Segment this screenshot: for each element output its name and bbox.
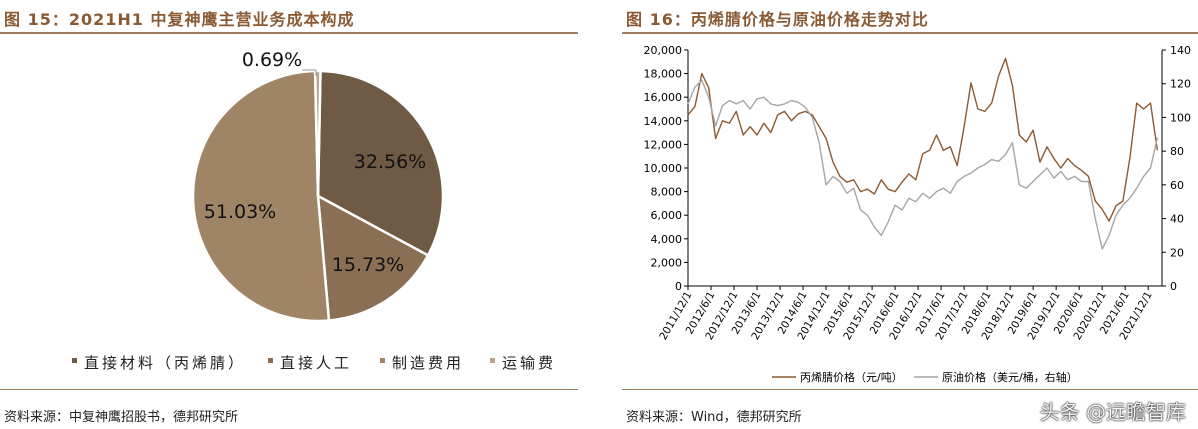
legend-swatch (268, 358, 273, 363)
pie-legend: 直接材料（丙烯腈） 直接人工 制造费用 运输费 (72, 354, 556, 372)
pie-data-label: 15.73% (332, 254, 404, 276)
pie-slice (316, 69, 445, 258)
pie-data-label: 32.56% (354, 151, 426, 173)
y-left-tick-label: 14,000 (644, 115, 683, 128)
pie-slice (313, 69, 322, 197)
y-left-tick-label: 12,000 (644, 138, 683, 151)
y-right-tick-label: 80 (1170, 145, 1184, 158)
legend-label: 原油价格（美元/桶，右轴） (942, 370, 1078, 384)
pie-slice (191, 69, 331, 323)
pie-data-label: 0.69% (242, 49, 302, 71)
y-left-tick-label: 2,000 (651, 256, 683, 269)
series-line (687, 57, 1159, 222)
y-right-tick-label: 100 (1170, 111, 1191, 124)
y-right-tick-label: 140 (1170, 44, 1191, 57)
y-left-tick-label: 10,000 (644, 162, 683, 175)
legend-label: 制造费用 (392, 354, 464, 372)
legend-label: 直接材料（丙烯腈） (84, 354, 246, 372)
y-left-tick-label: 6,000 (651, 209, 683, 222)
pie-data-label: 51.03% (204, 201, 276, 223)
y-left-tick-label: 16,000 (644, 91, 683, 104)
source-rule (622, 389, 1198, 390)
y-left-tick-label: 0 (675, 280, 682, 293)
legend-swatch (72, 358, 77, 363)
y-right-tick-label: 0 (1170, 280, 1177, 293)
y-left-tick-label: 20,000 (644, 44, 683, 57)
legend-swatch (380, 358, 385, 363)
line-legend: 丙烯腈价格（元/吨） 原油价格（美元/桶，右轴） (772, 370, 1078, 384)
legend-label: 直接人工 (280, 354, 352, 372)
y-right-tick-label: 60 (1170, 179, 1184, 192)
y-left-tick-label: 4,000 (651, 233, 683, 246)
figure-15-title: 图 15：2021H1 中复神鹰主营业务成本构成 (4, 10, 355, 29)
y-right-tick-label: 20 (1170, 246, 1184, 259)
left-panel: 图 15：2021H1 中复神鹰主营业务成本构成 32.56% 15.73% 51.… (0, 0, 578, 429)
y-right-tick-label: 120 (1170, 78, 1191, 91)
pie-chart: 32.56% 15.73% 51.03% 0.69% 直接材料（丙烯腈） 直接人工 制造费用… (72, 49, 556, 372)
title-rule (622, 32, 1198, 34)
legend-swatch (490, 358, 495, 363)
figure-16-title: 图 16：丙烯腈价格与原油价格走势对比 (626, 10, 929, 29)
watermark: 头条 @远瞻智库 (1039, 400, 1186, 424)
right-panel: 图 16：丙烯腈价格与原油价格走势对比 0 2,000 4,000 6,000 8,00… (622, 0, 1198, 429)
y-right-tick-label: 40 (1170, 213, 1184, 226)
y-left-tick-label: 8,000 (651, 186, 683, 199)
line-chart: 0 2,000 4,000 6,000 8,000 10,000 12,000 14,000 1… (644, 44, 1192, 384)
y-left-tick-label: 18,000 (644, 68, 683, 81)
title-rule (0, 32, 578, 34)
pie-slice (316, 193, 430, 322)
figure-15-source: 资料来源：中复神鹰招股书，德邦研究所 (4, 410, 239, 425)
figure-16-source: 资料来源：Wind，德邦研究所 (626, 410, 802, 425)
source-rule (0, 389, 578, 390)
legend-label: 丙烯腈价格（元/吨） (800, 370, 903, 384)
legend-label: 运输费 (502, 354, 556, 372)
series-line (687, 79, 1159, 250)
